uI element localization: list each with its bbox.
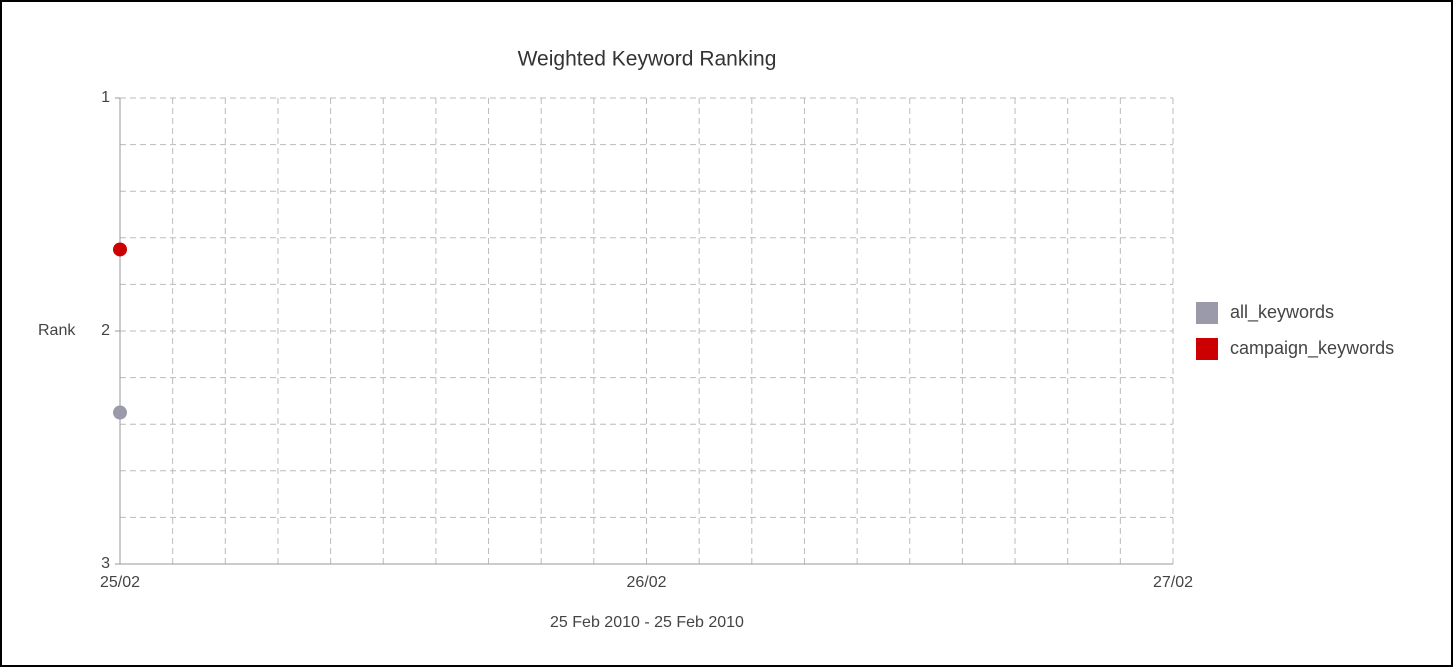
point [113, 405, 127, 420]
y-tick-label: 2 [101, 322, 110, 339]
chart-title: Weighted Keyword Ranking [518, 48, 777, 71]
legend-swatch [1196, 302, 1218, 324]
legend-label: all_keywords [1230, 302, 1334, 323]
legend-swatch [1196, 338, 1218, 360]
y-tick-label: 3 [101, 555, 110, 572]
x-tick-label: 27/02 [1153, 574, 1193, 591]
x-tick-label: 26/02 [626, 574, 666, 591]
chart-subtitle: 25 Feb 2010 - 25 Feb 2010 [550, 614, 744, 631]
y-axis-label: Rank [38, 322, 76, 339]
x-tick-label: 25/02 [100, 574, 140, 591]
y-tick-label: 1 [101, 89, 110, 106]
point [113, 242, 127, 257]
legend-label: campaign_keywords [1230, 338, 1394, 359]
